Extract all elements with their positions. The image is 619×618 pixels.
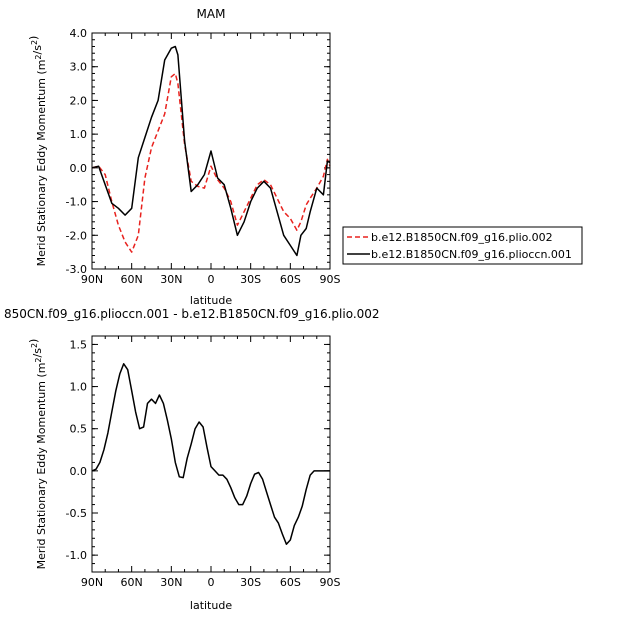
top-y-tick-label: 3.0 xyxy=(70,61,88,74)
top-y-tick-label: 4.0 xyxy=(70,27,88,40)
bottom-y-axis-label: Merid Stationary Eddy Momentum (m2/s2) xyxy=(27,339,48,570)
bottom-x-tick-label: 60N xyxy=(121,576,143,589)
bottom-y-tick-label: 1.0 xyxy=(70,381,88,394)
top-y-axis-label: Merid Stationary Eddy Momentum (m2/s2) xyxy=(27,36,48,267)
top-series-line-1 xyxy=(91,45,331,257)
bottom-chart-panel: 850CN.f09_g16.plioccn.001 - b.e12.B1850C… xyxy=(4,307,380,612)
bottom-x-tick-label: 30S xyxy=(240,576,261,589)
top-x-tick-label: 0 xyxy=(208,273,215,286)
top-y-tick-label: -3.0 xyxy=(66,263,87,276)
top-y-tick-label: -2.0 xyxy=(66,229,87,242)
bottom-series-line-0 xyxy=(91,363,330,545)
top-x-tick-label: 60N xyxy=(121,273,143,286)
top-x-axis-label: latitude xyxy=(190,294,232,307)
bottom-x-tick-label: 30N xyxy=(160,576,182,589)
legend-label-1: b.e12.B1850CN.f09_g16.plioccn.001 xyxy=(371,248,572,261)
bottom-x-tick-label: 0 xyxy=(208,576,215,589)
top-plot-frame xyxy=(91,32,331,270)
bottom-x-tick-label: 90S xyxy=(320,576,341,589)
bottom-y-tick-label: 0.0 xyxy=(70,465,88,478)
top-x-tick-label: 30N xyxy=(160,273,182,286)
top-y-tick-label: 1.0 xyxy=(70,128,88,141)
top-y-tick-label: -1.0 xyxy=(66,196,87,209)
top-chart-panel: MAM Merid Stationary Eddy Momentum (m2/s… xyxy=(27,7,341,307)
bottom-chart-title: 850CN.f09_g16.plioccn.001 - b.e12.B1850C… xyxy=(4,307,380,321)
top-x-tick-label: 30S xyxy=(240,273,261,286)
top-y-tick-label: 0.0 xyxy=(70,162,88,175)
legend: b.e12.B1850CN.f09_g16.plio.002 b.e12.B185… xyxy=(342,226,583,265)
bottom-x-axis-label: latitude xyxy=(190,599,232,612)
top-series-line-0 xyxy=(91,72,331,253)
bottom-y-tick-label: 1.5 xyxy=(70,338,88,351)
legend-label-0: b.e12.B1850CN.f09_g16.plio.002 xyxy=(371,231,553,244)
top-x-tick-label: 90S xyxy=(320,273,341,286)
legend-box xyxy=(342,226,583,265)
bottom-x-tick-label: 60S xyxy=(280,576,301,589)
bottom-y-tick-label: 0.5 xyxy=(70,423,88,436)
top-x-tick-label: 90N xyxy=(81,273,103,286)
top-y-tick-label: 2.0 xyxy=(70,94,88,107)
top-x-tick-label: 60S xyxy=(280,273,301,286)
bottom-plot-frame xyxy=(91,335,331,573)
bottom-x-tick-label: 90N xyxy=(81,576,103,589)
bottom-y-tick-label: -1.0 xyxy=(66,549,87,562)
bottom-y-tick-label: -0.5 xyxy=(66,507,87,520)
top-chart-title: MAM xyxy=(197,7,226,21)
